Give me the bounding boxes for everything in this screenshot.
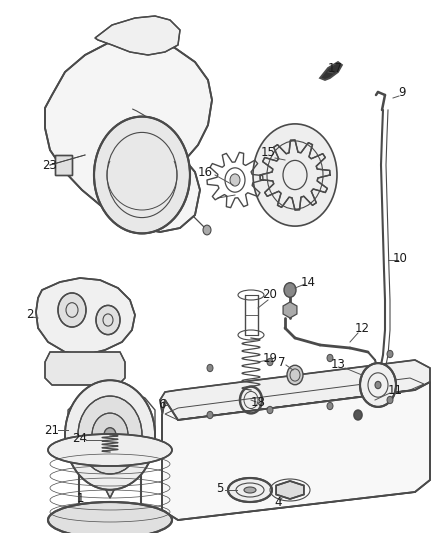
Text: 15: 15	[261, 146, 276, 158]
Polygon shape	[104, 476, 118, 498]
Circle shape	[327, 354, 333, 362]
Circle shape	[360, 363, 396, 407]
Circle shape	[253, 124, 337, 226]
Ellipse shape	[244, 487, 256, 493]
Text: 11: 11	[388, 384, 403, 397]
Text: 23: 23	[42, 158, 57, 172]
Polygon shape	[162, 382, 430, 520]
Text: 12: 12	[354, 321, 370, 335]
Text: 7: 7	[278, 356, 286, 368]
Text: 17: 17	[328, 61, 343, 75]
Polygon shape	[95, 16, 180, 55]
Polygon shape	[160, 360, 430, 420]
Text: 14: 14	[300, 276, 315, 288]
Text: 1: 1	[76, 491, 84, 505]
Circle shape	[92, 413, 128, 457]
Polygon shape	[36, 278, 135, 355]
Text: 20: 20	[262, 288, 277, 302]
Circle shape	[387, 350, 393, 358]
Text: 9: 9	[398, 85, 406, 99]
Circle shape	[94, 117, 190, 233]
Polygon shape	[55, 155, 72, 175]
Text: 5: 5	[216, 481, 224, 495]
Circle shape	[354, 410, 362, 420]
Text: 18: 18	[251, 395, 265, 408]
Text: 24: 24	[73, 432, 88, 445]
Text: 6: 6	[158, 399, 166, 411]
Ellipse shape	[48, 502, 172, 533]
Text: 21: 21	[45, 424, 60, 437]
Polygon shape	[45, 352, 125, 385]
Text: 4: 4	[274, 496, 282, 508]
Circle shape	[203, 225, 211, 235]
Circle shape	[267, 358, 273, 366]
Text: 10: 10	[392, 252, 407, 264]
Polygon shape	[45, 38, 212, 232]
Circle shape	[387, 397, 393, 403]
Circle shape	[207, 365, 213, 372]
Ellipse shape	[48, 434, 172, 466]
Circle shape	[287, 365, 303, 385]
Polygon shape	[276, 481, 304, 499]
Circle shape	[65, 380, 155, 490]
Circle shape	[327, 402, 333, 410]
Polygon shape	[320, 62, 342, 80]
Circle shape	[284, 282, 296, 297]
Circle shape	[207, 411, 213, 418]
Text: 13: 13	[331, 359, 346, 372]
Circle shape	[78, 396, 142, 474]
Circle shape	[375, 381, 381, 389]
Circle shape	[96, 305, 120, 335]
Circle shape	[104, 427, 116, 442]
Text: 2: 2	[26, 309, 34, 321]
Text: 16: 16	[198, 166, 212, 179]
Polygon shape	[283, 302, 297, 318]
Circle shape	[267, 406, 273, 414]
Circle shape	[58, 293, 86, 327]
Circle shape	[230, 174, 240, 186]
Ellipse shape	[228, 478, 272, 502]
Text: 19: 19	[262, 351, 278, 365]
